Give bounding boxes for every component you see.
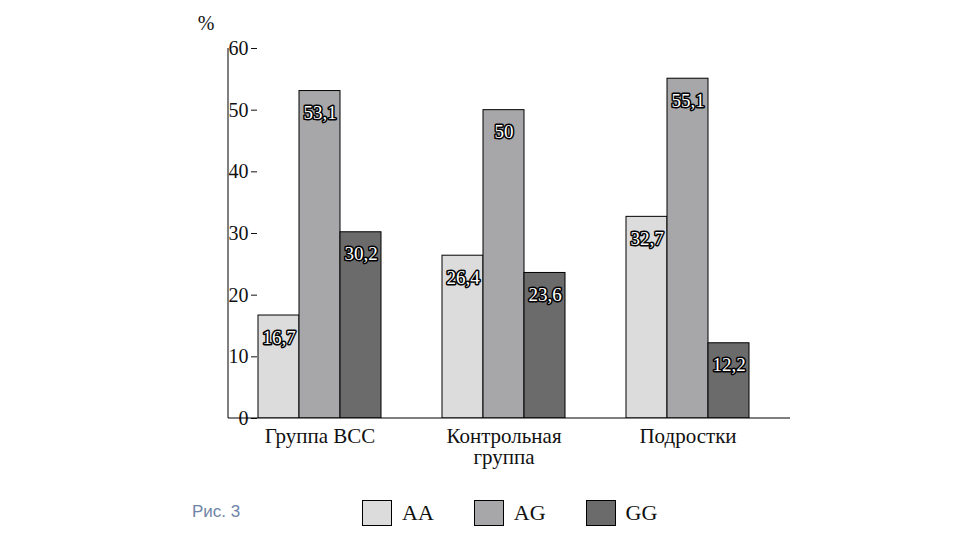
svg-text:40: 40 xyxy=(229,160,249,182)
svg-text:Подростки: Подростки xyxy=(639,424,736,448)
svg-text:55,1: 55,1 xyxy=(671,90,704,111)
svg-text:23,6: 23,6 xyxy=(528,284,561,305)
html-text:Рис. 3: Рис. 3 xyxy=(192,502,241,521)
svg-text:50: 50 xyxy=(229,99,249,121)
svg-text:%: % xyxy=(198,12,215,34)
svg-text:26,4: 26,4 xyxy=(446,267,480,288)
svg-text:60: 60 xyxy=(229,37,249,59)
html-text:AA: AA xyxy=(402,500,434,525)
svg-text:0: 0 xyxy=(238,406,249,429)
svg-text:20: 20 xyxy=(229,284,249,306)
svg-text:30,2: 30,2 xyxy=(344,243,377,264)
html-text:AG: AG xyxy=(513,500,546,525)
svg-text:16,7: 16,7 xyxy=(262,327,295,348)
svg-text:30: 30 xyxy=(229,222,249,244)
svg-text:50: 50 xyxy=(495,121,514,142)
svg-text:Группа ВСС: Группа ВСС xyxy=(265,424,376,448)
svg-text:12,2: 12,2 xyxy=(712,354,745,375)
svg-text:53,1: 53,1 xyxy=(303,102,336,123)
svg-text:Контрольнаягруппа: Контрольнаягруппа xyxy=(446,424,561,469)
svg-text:32,7: 32,7 xyxy=(630,228,663,249)
html-text:GG: GG xyxy=(625,500,658,525)
svg-text:10: 10 xyxy=(229,345,249,367)
